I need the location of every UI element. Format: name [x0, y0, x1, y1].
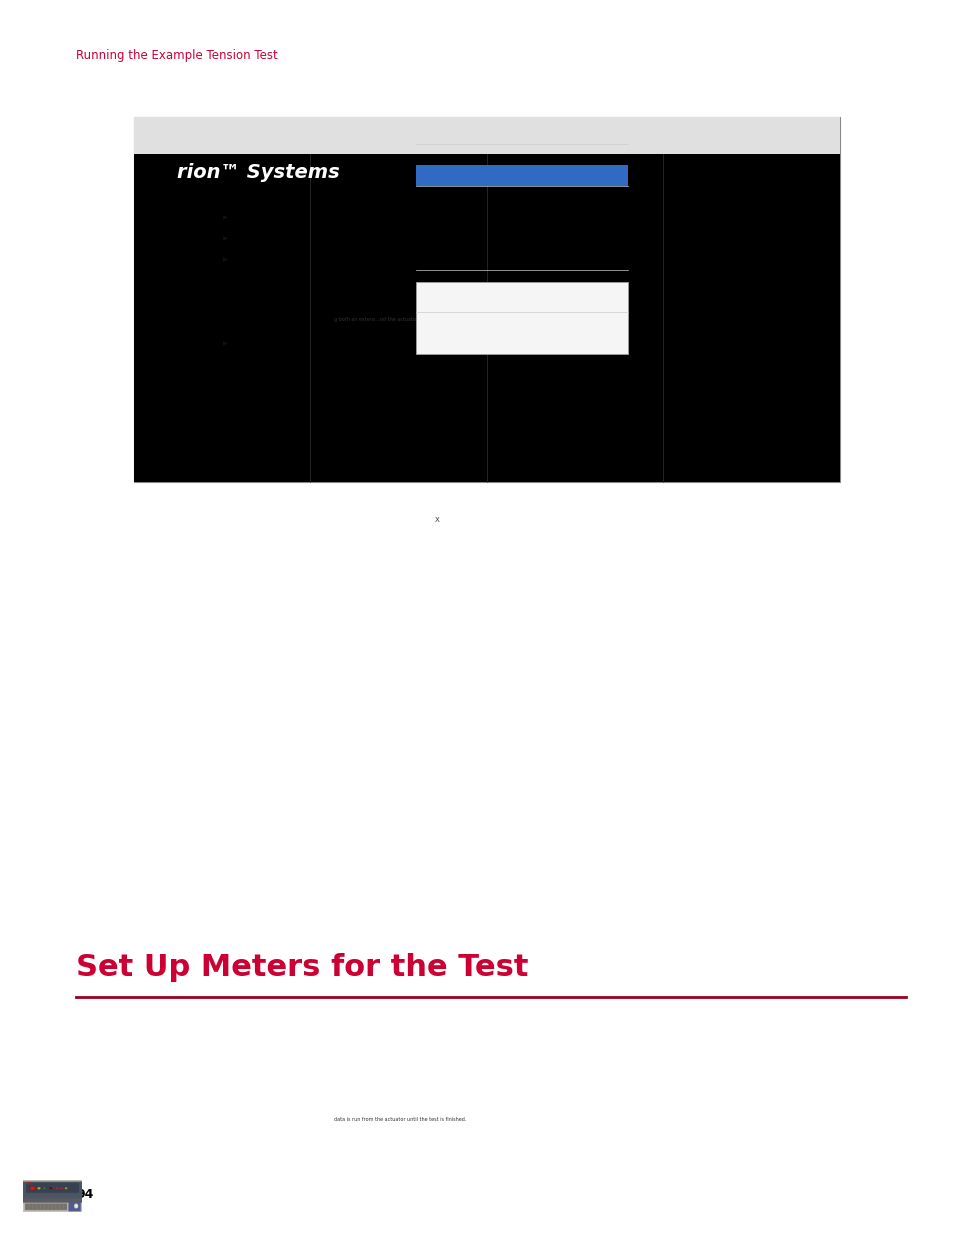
Text: 94: 94 [76, 1188, 93, 1202]
FancyBboxPatch shape [133, 117, 839, 482]
Text: Actuator: Actuator [201, 553, 242, 563]
Text: Set Up Meters for the Test: Set Up Meters for the Test [76, 953, 528, 982]
Polygon shape [0, 117, 133, 482]
Text: ▶: ▶ [223, 236, 228, 241]
Text: X: X [435, 517, 439, 524]
FancyBboxPatch shape [416, 282, 627, 353]
FancyBboxPatch shape [416, 165, 627, 186]
Text: ▶: ▶ [223, 341, 228, 346]
Text: data is run from the actuator until the test is finished.: data is run from the actuator until the … [334, 1118, 465, 1123]
FancyBboxPatch shape [133, 154, 839, 482]
FancyBboxPatch shape [133, 117, 839, 154]
Text: ▶: ▶ [223, 257, 228, 262]
Text: Running the Example Tension Test: Running the Example Tension Test [76, 49, 277, 63]
Text: ▶: ▶ [223, 215, 228, 220]
Text: Extensometer: Extensometer [364, 553, 432, 563]
Text: Strain: Strain [736, 553, 765, 563]
Text: rion™ Systems: rion™ Systems [176, 163, 339, 182]
Text: g both an extens...nd the actuator as 0curs...d occured. This extensomen data is: g both an extens...nd the actuator as 0c… [334, 317, 544, 322]
